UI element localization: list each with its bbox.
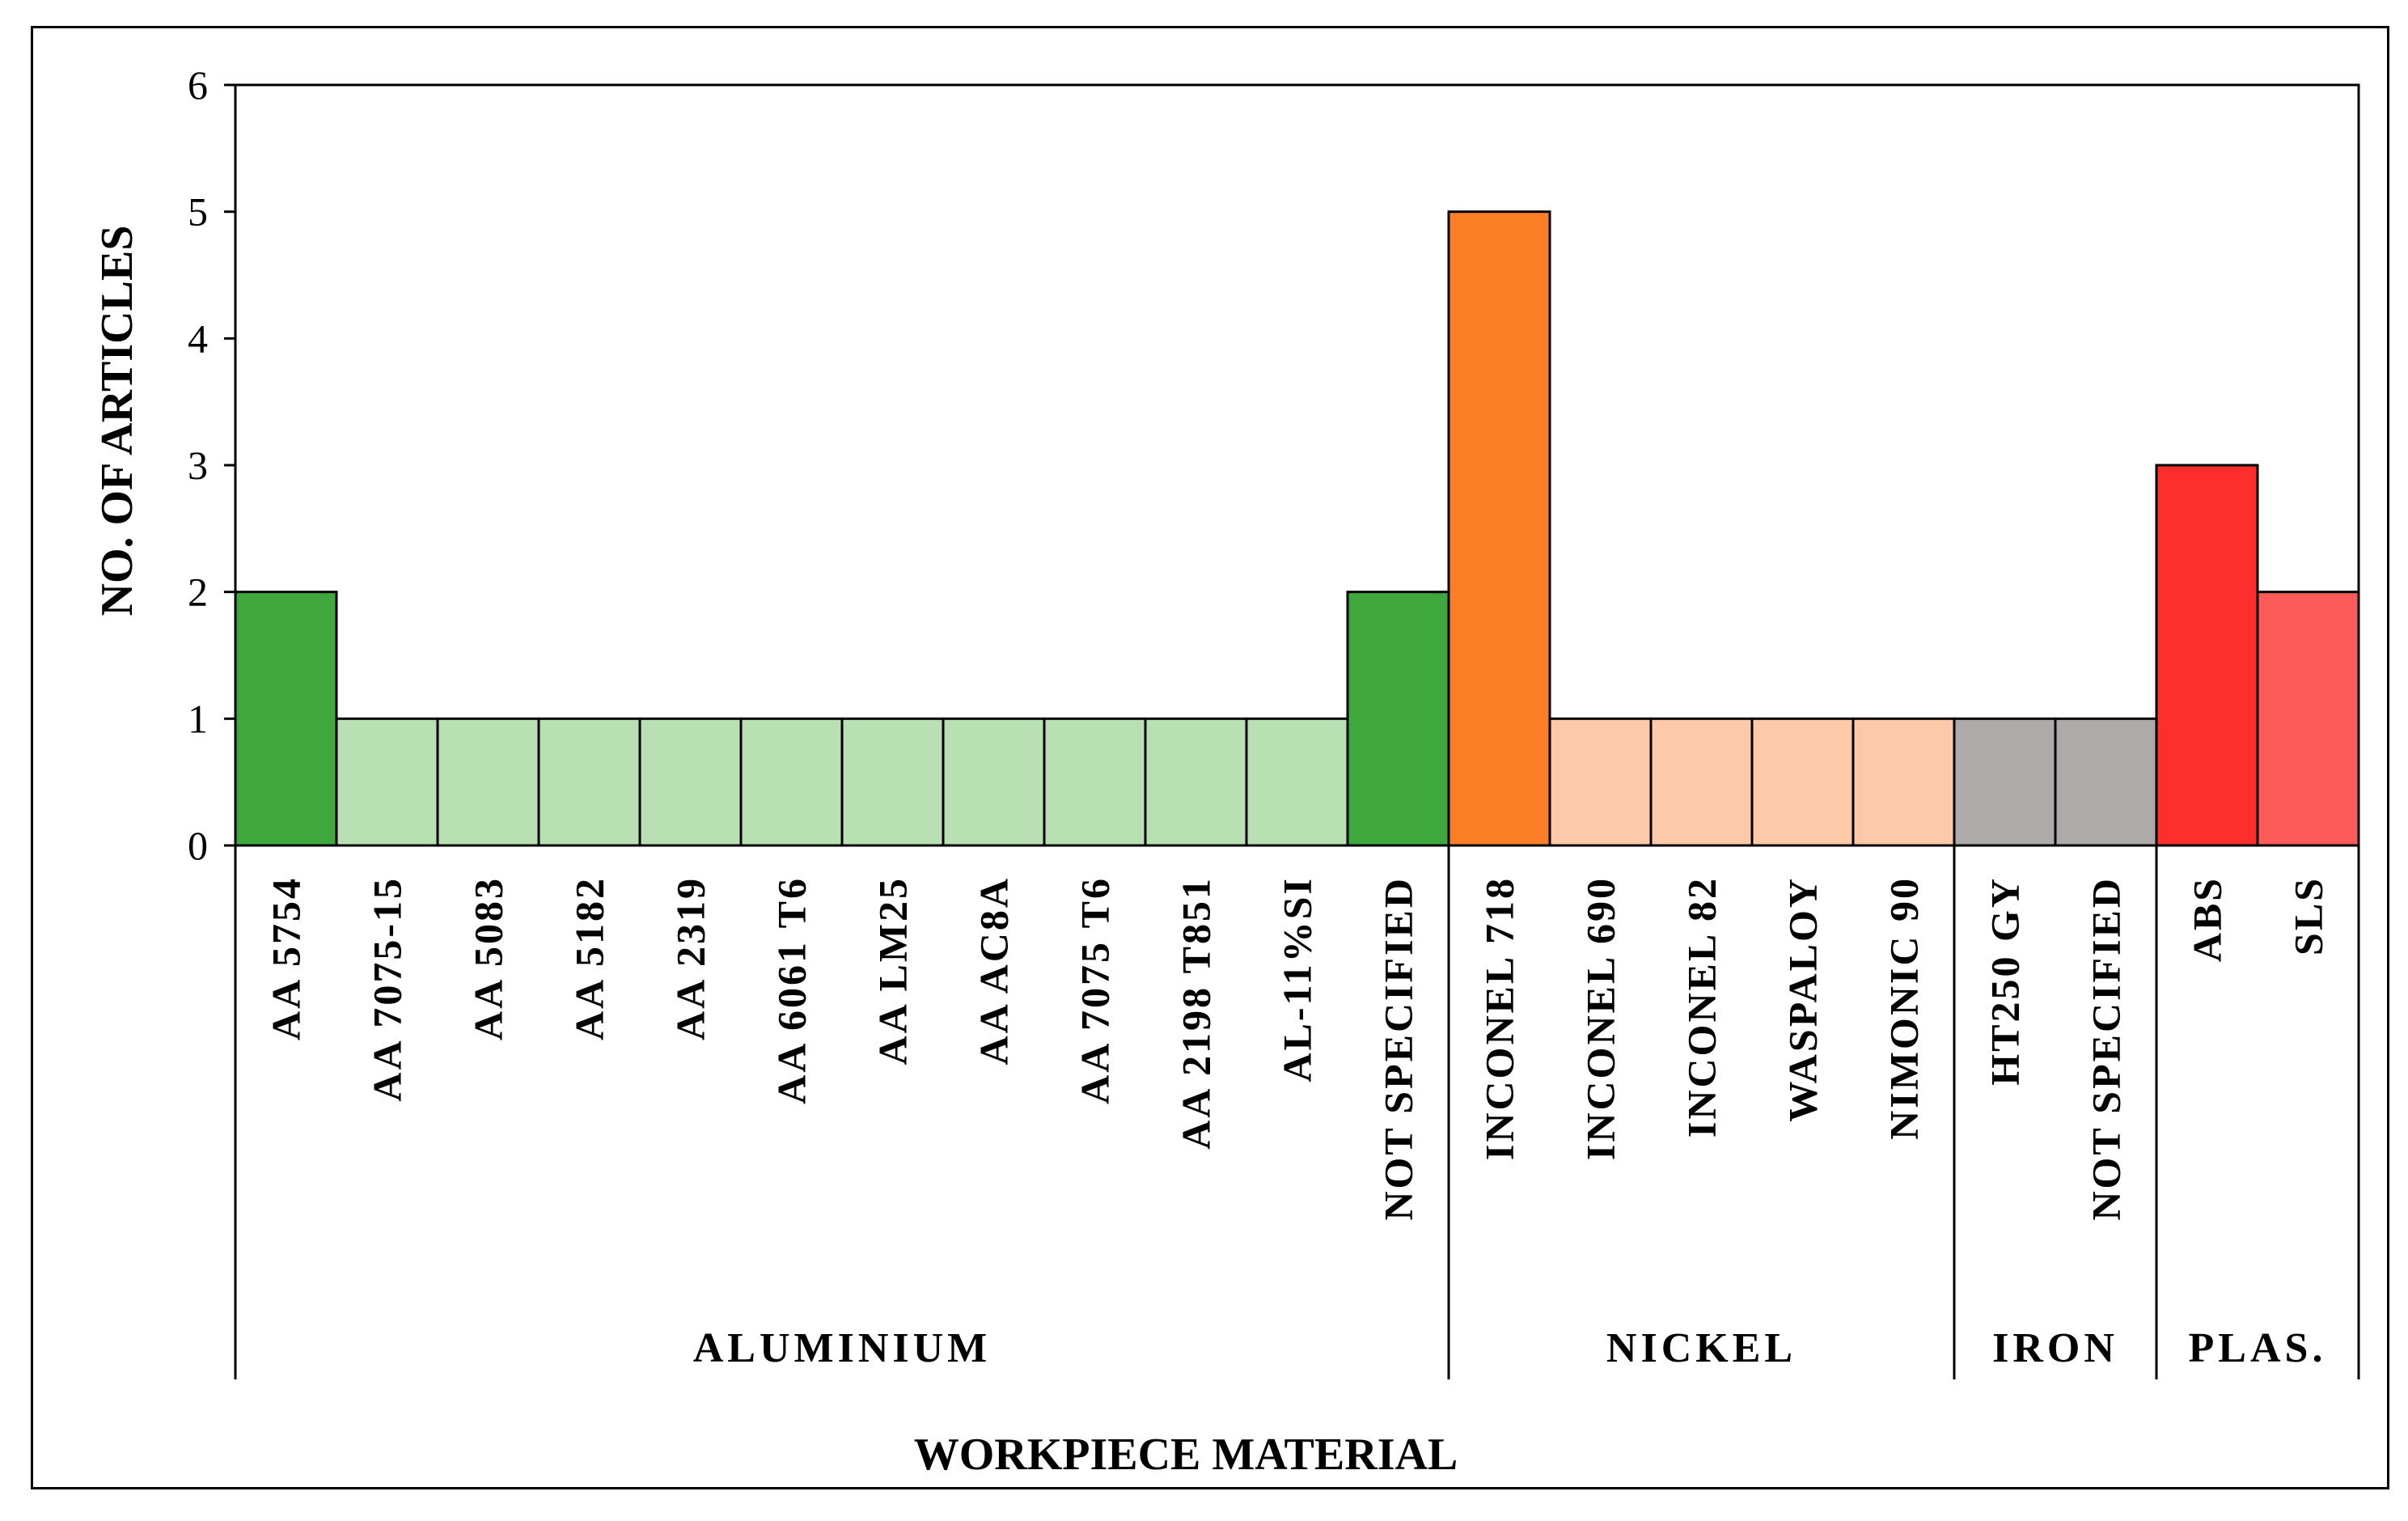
category-label: INCONEL 690 [1578,876,1623,1160]
group-label: NICKEL [1606,1325,1796,1371]
category-label: AA 7075 T6 [1073,876,1118,1104]
y-tick-label: 6 [188,62,208,108]
category-label: AA 5182 [567,876,612,1040]
category-label: HT250 GY [1983,876,2028,1086]
y-axis-title: NO. OF ARTICLES [92,226,142,616]
bar [1245,717,1349,847]
bar [234,591,338,847]
category-label: INCONEL 82 [1679,876,1725,1138]
category-label: NOT SPECIFIED [1376,876,1421,1221]
y-tick-label: 4 [188,316,208,361]
y-axis-ticks: 0 1 2 3 4 5 6 [188,62,235,868]
bar [1548,717,1653,847]
category-label: AA 5083 [466,876,511,1040]
category-label: AA LM25 [870,876,916,1066]
y-tick-label: 5 [188,189,208,235]
category-label: NIMONIC 90 [1881,876,1927,1140]
category-label: WASPALOY [1780,876,1826,1122]
bar [1953,717,2057,847]
category-label: SLS [2286,876,2331,955]
category-label: AA 2198 T851 [1174,876,1219,1150]
bar [1851,717,1956,847]
category-label: AA 2319 [668,876,713,1040]
group-labels: ALUMINIUM NICKEL IRON PLAS. [234,845,2360,1379]
y-tick-label: 0 [188,823,208,868]
group-label: PLAS. [2189,1325,2327,1371]
bar [840,717,945,847]
category-labels: AA 5754 AA 7075-15 AA 5083 AA 5182 AA 2319 AA… [264,876,2331,1221]
y-tick-label: 2 [188,570,208,615]
bars [234,210,2360,847]
bar [537,717,641,847]
category-label: AA AC8A [971,876,1017,1066]
bar [1447,210,1551,847]
category-label: NOT SPECIFIED [2084,876,2129,1221]
bar [1144,717,1248,847]
bar [1649,717,1754,847]
category-label: AA 6061 T6 [769,876,815,1104]
bar [1043,717,1147,847]
bar [638,717,743,847]
bar [335,717,439,847]
group-label: ALUMINIUM [693,1325,992,1371]
bar [2256,591,2360,847]
category-label: AA 7075-15 [365,876,410,1102]
category-label: AL-11%SI [1275,876,1320,1082]
category-label: INCONEL 718 [1477,876,1522,1160]
group-label: IRON [1992,1325,2118,1371]
bar [942,717,1046,847]
y-tick-label: 3 [188,443,208,488]
bar [739,717,844,847]
bar [1750,717,1855,847]
bar [1346,591,1450,847]
category-label: ABS [2185,876,2230,962]
y-tick-label: 1 [188,696,208,741]
bar [2054,717,2158,847]
bar [436,717,540,847]
category-label: AA 5754 [264,876,309,1040]
x-axis-title: WORKPIECE MATERIAL [914,1430,1458,1480]
bar [2155,464,2259,847]
